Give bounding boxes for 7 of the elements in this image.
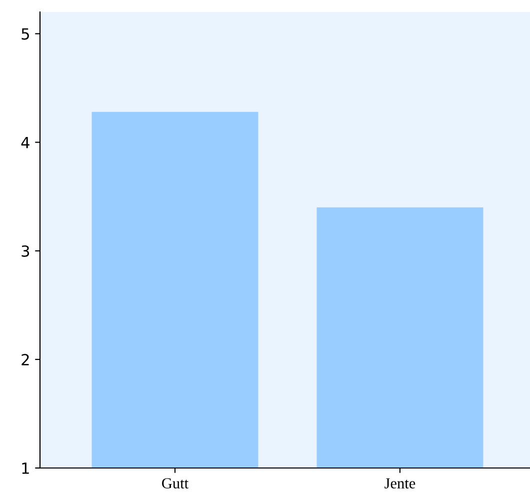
x-tick-label: Gutt bbox=[162, 478, 188, 488]
y-tick-label: 5 bbox=[22, 28, 29, 40]
x-tick-label: Jente bbox=[384, 478, 416, 488]
y-tick-label: 2 bbox=[22, 354, 29, 366]
y-tick-label: 4 bbox=[21, 136, 30, 148]
y-tick-label: 3 bbox=[22, 245, 30, 257]
y-tick-label: 1 bbox=[22, 462, 29, 474]
